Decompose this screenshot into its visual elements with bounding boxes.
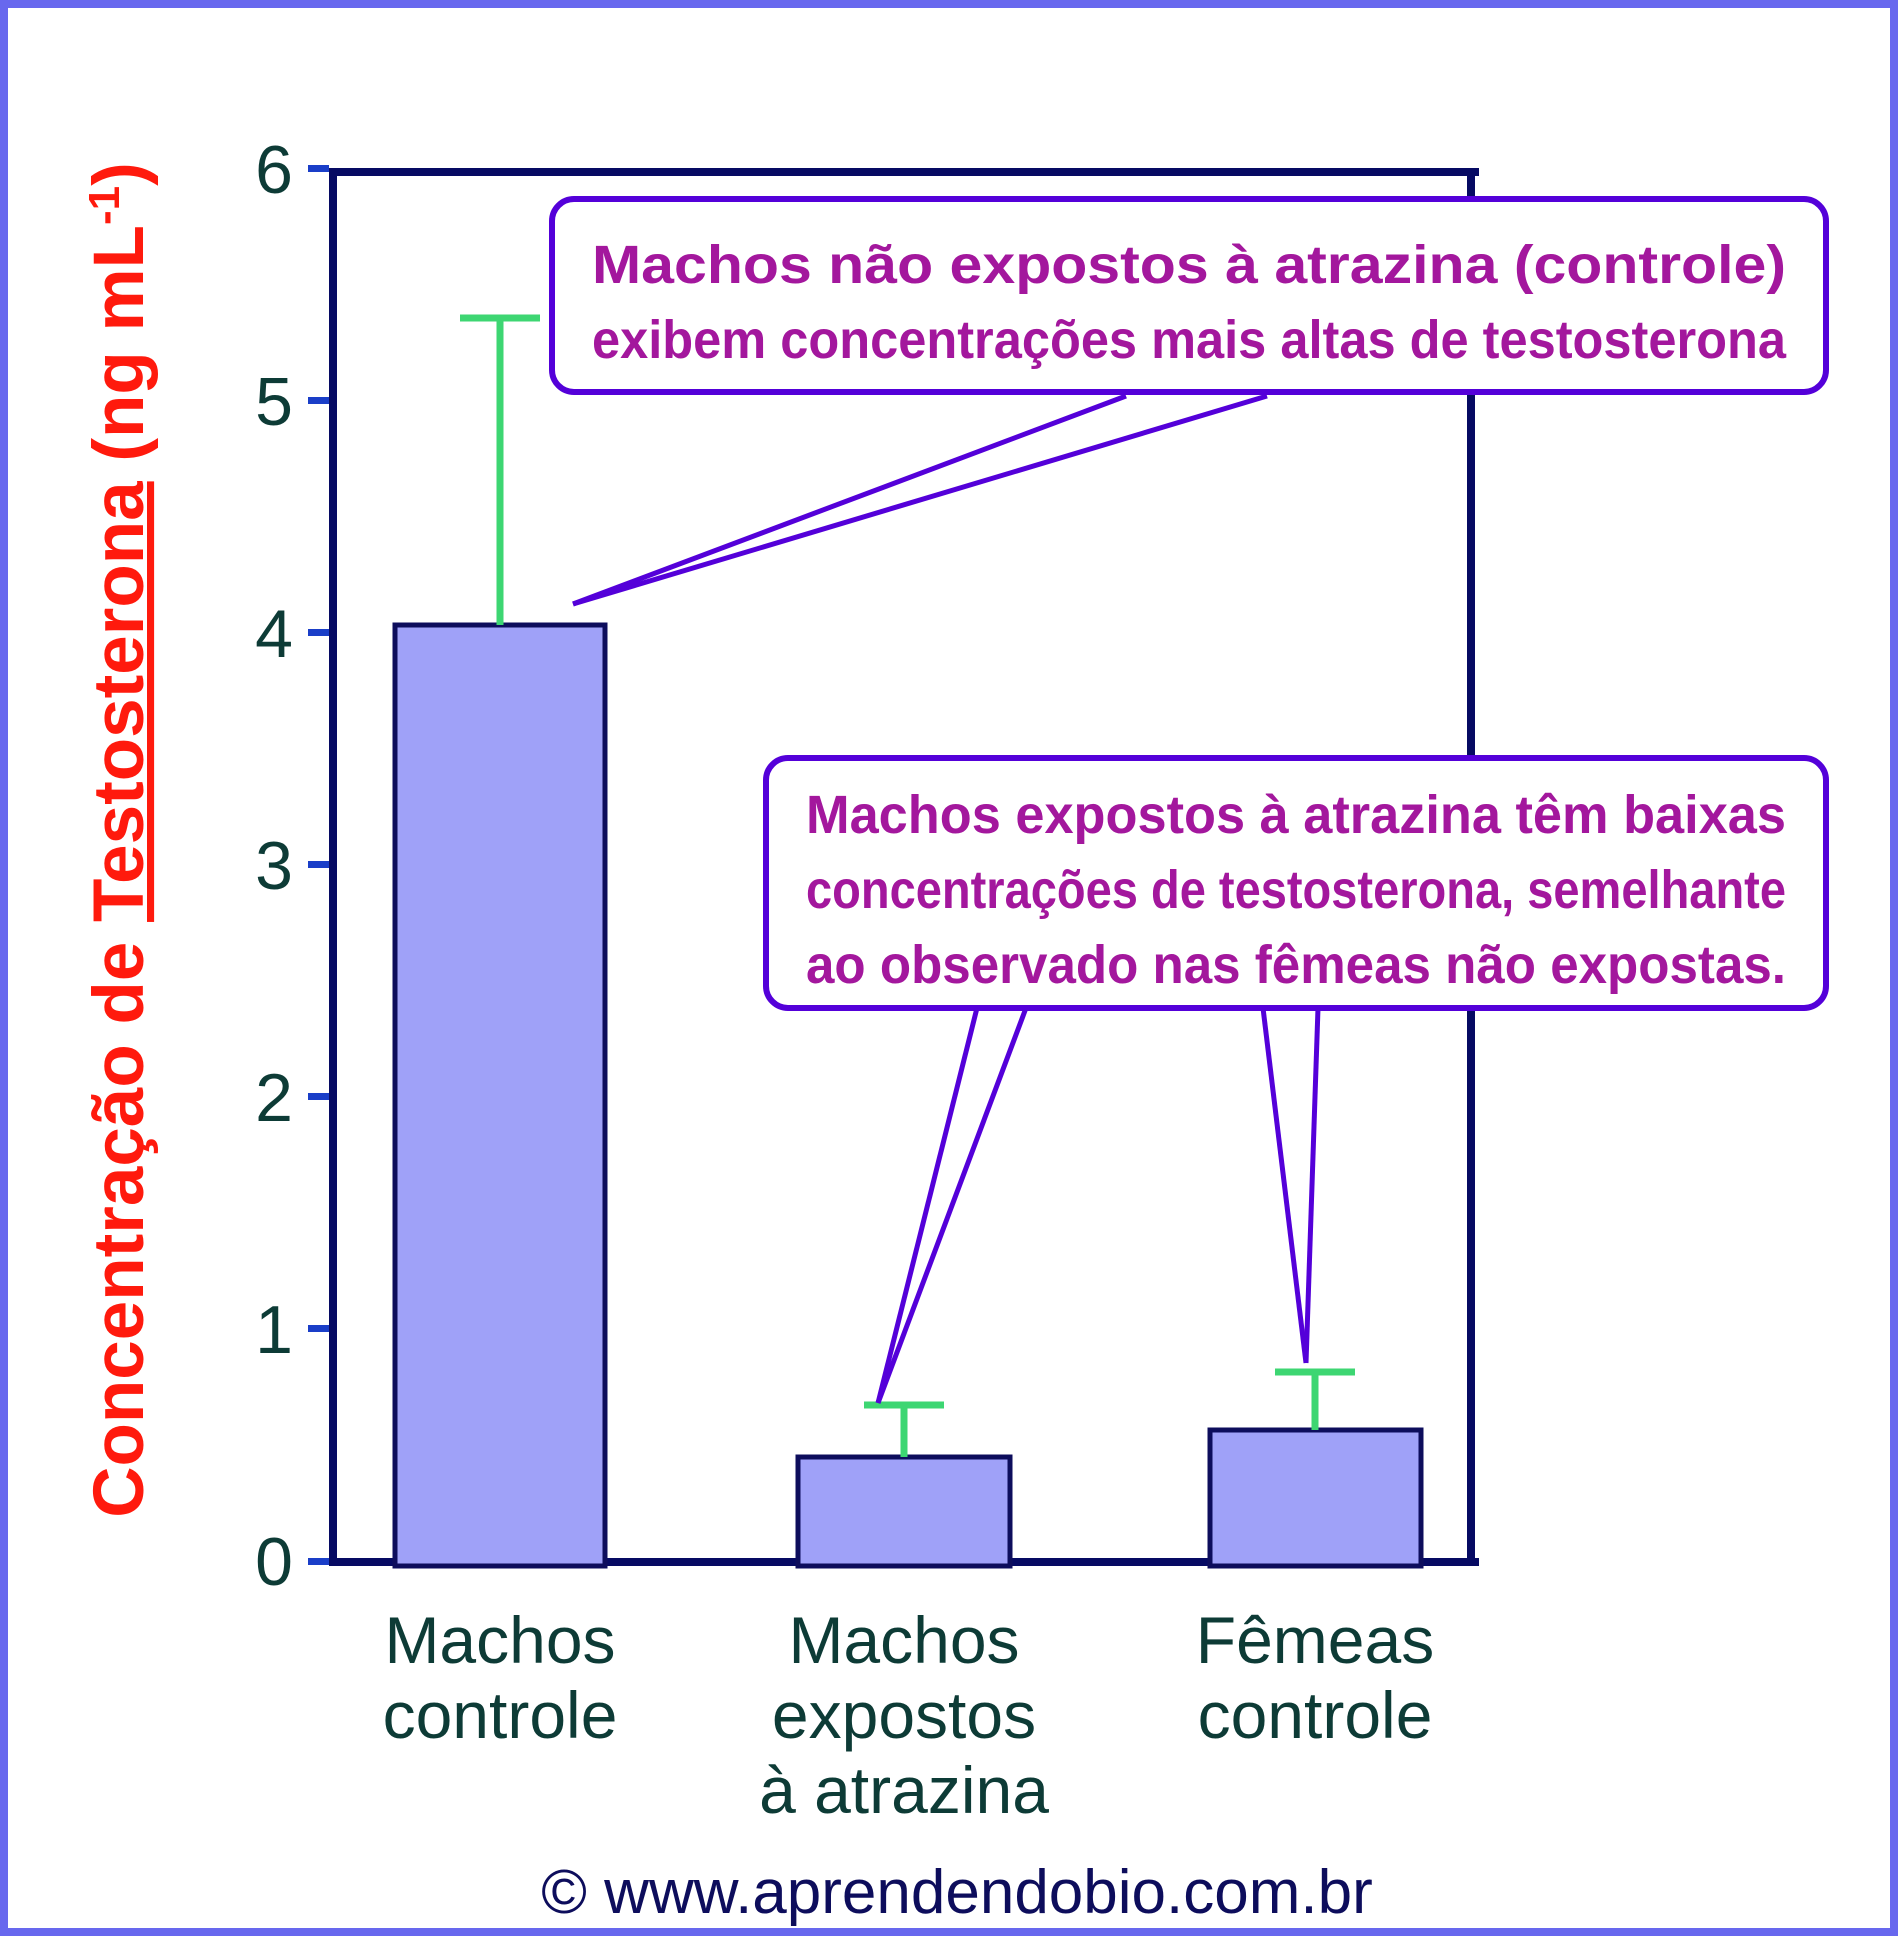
- svg-text:6: 6: [255, 132, 293, 208]
- svg-text:à atrazina: à atrazina: [759, 1753, 1049, 1827]
- svg-text:2: 2: [255, 1060, 293, 1136]
- svg-text:exibem concentrações mais alta: exibem concentrações mais altas de testo…: [592, 310, 1787, 370]
- svg-text:Machos não expostos à atrazina: Machos não expostos à atrazina (controle…: [592, 235, 1786, 295]
- svg-text:0: 0: [255, 1524, 293, 1600]
- svg-text:Machos: Machos: [788, 1603, 1019, 1677]
- svg-text:3: 3: [255, 828, 293, 904]
- svg-text:Machos expostos à atrazina têm: Machos expostos à atrazina têm baixas: [806, 785, 1786, 845]
- svg-text:controle: controle: [383, 1678, 618, 1752]
- svg-text:concentrações de testosterona,: concentrações de testosterona, semelhant…: [806, 860, 1786, 920]
- svg-text:ao observado nas fêmeas não ex: ao observado nas fêmeas não expostas.: [806, 935, 1786, 995]
- svg-text:1: 1: [255, 1292, 293, 1368]
- svg-text:controle: controle: [1198, 1678, 1433, 1752]
- svg-text:Machos: Machos: [384, 1603, 615, 1677]
- svg-text:Concentração de Testosterona (: Concentração de Testosterona (ng mL-1): [80, 162, 159, 1517]
- svg-text:expostos: expostos: [772, 1678, 1036, 1752]
- svg-text:Fêmeas: Fêmeas: [1196, 1603, 1434, 1677]
- svg-text:4: 4: [255, 596, 293, 672]
- svg-text:© www.aprendendobio.com.br: © www.aprendendobio.com.br: [541, 1858, 1372, 1927]
- svg-text:5: 5: [255, 364, 293, 440]
